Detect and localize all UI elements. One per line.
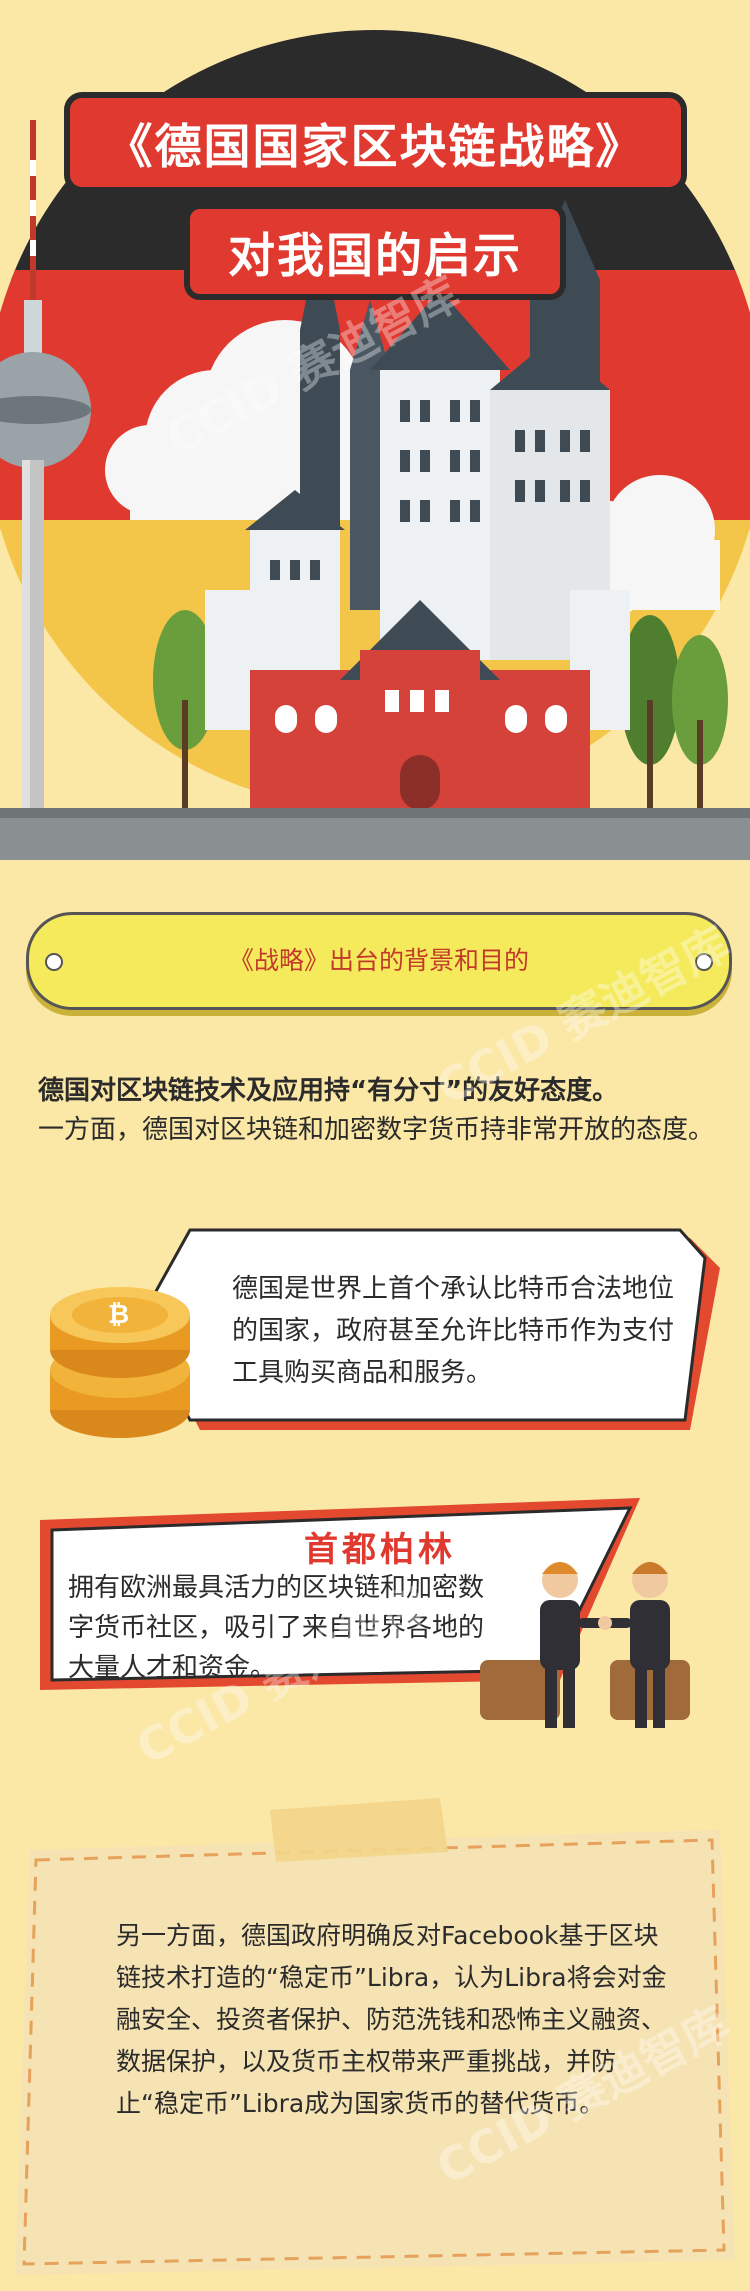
hero-title: 《德国国家区块链战略》 对我国的启示 (0, 92, 750, 300)
bullet-dot-icon (45, 953, 63, 971)
tape-strip (270, 1798, 448, 1862)
bubble-1-text: 德国是世界上首个承认比特币合法地位的国家，政府甚至允许比特币作为支付工具购买商品… (232, 1274, 675, 1388)
title-line-2: 对我国的启示 (184, 203, 566, 300)
berlin-bubble-graphic (40, 1498, 690, 1728)
note-paper-graphic (15, 1798, 735, 2275)
handshake-businessmen-icon (480, 1562, 690, 1728)
intro-paragraph: 德国对区块链技术及应用持“有分寸”的友好态度。 一方面，德国对区块链和加密数字货… (38, 1072, 728, 1150)
bubble-2-title: 首都柏林 (304, 1530, 456, 1570)
section-heading: 《战略》出台的背景和目的 (228, 946, 529, 975)
bitcoin-bubble-graphic: ₿ (50, 1228, 720, 1438)
note-dashed-border (22, 1838, 726, 2266)
bitcoin-coins-icon: ₿ (50, 1287, 190, 1438)
intro-body: 一方面，德国对区块链和加密数字货币持非常开放的态度。 (38, 1115, 715, 1145)
bullet-dot-icon (695, 953, 713, 971)
cloud-left (105, 320, 365, 520)
trees (153, 610, 728, 810)
note-text: 另一方面，德国政府明确反对Facebook基于区块链技术打造的“稳定币”Libr… (116, 1921, 667, 2118)
note-paper (15, 1830, 735, 2275)
castle (205, 200, 630, 810)
tv-tower (0, 120, 91, 820)
bubble-2-text: 拥有欧洲最具活力的区块链和加密数字货币社区，吸引了来自世界各地的大量人才和资金。 (68, 1573, 485, 1683)
intro-lead: 德国对区块链技术及应用持“有分寸”的友好态度。 (38, 1076, 619, 1106)
hero-illustration: 《德国国家区块链战略》 对我国的启示 (0, 0, 750, 860)
title-line-1: 《德国国家区块链战略》 (63, 92, 687, 193)
section-heading-bar: 《战略》出台的背景和目的 (26, 912, 732, 1010)
svg-text:₿: ₿ (108, 1300, 129, 1330)
